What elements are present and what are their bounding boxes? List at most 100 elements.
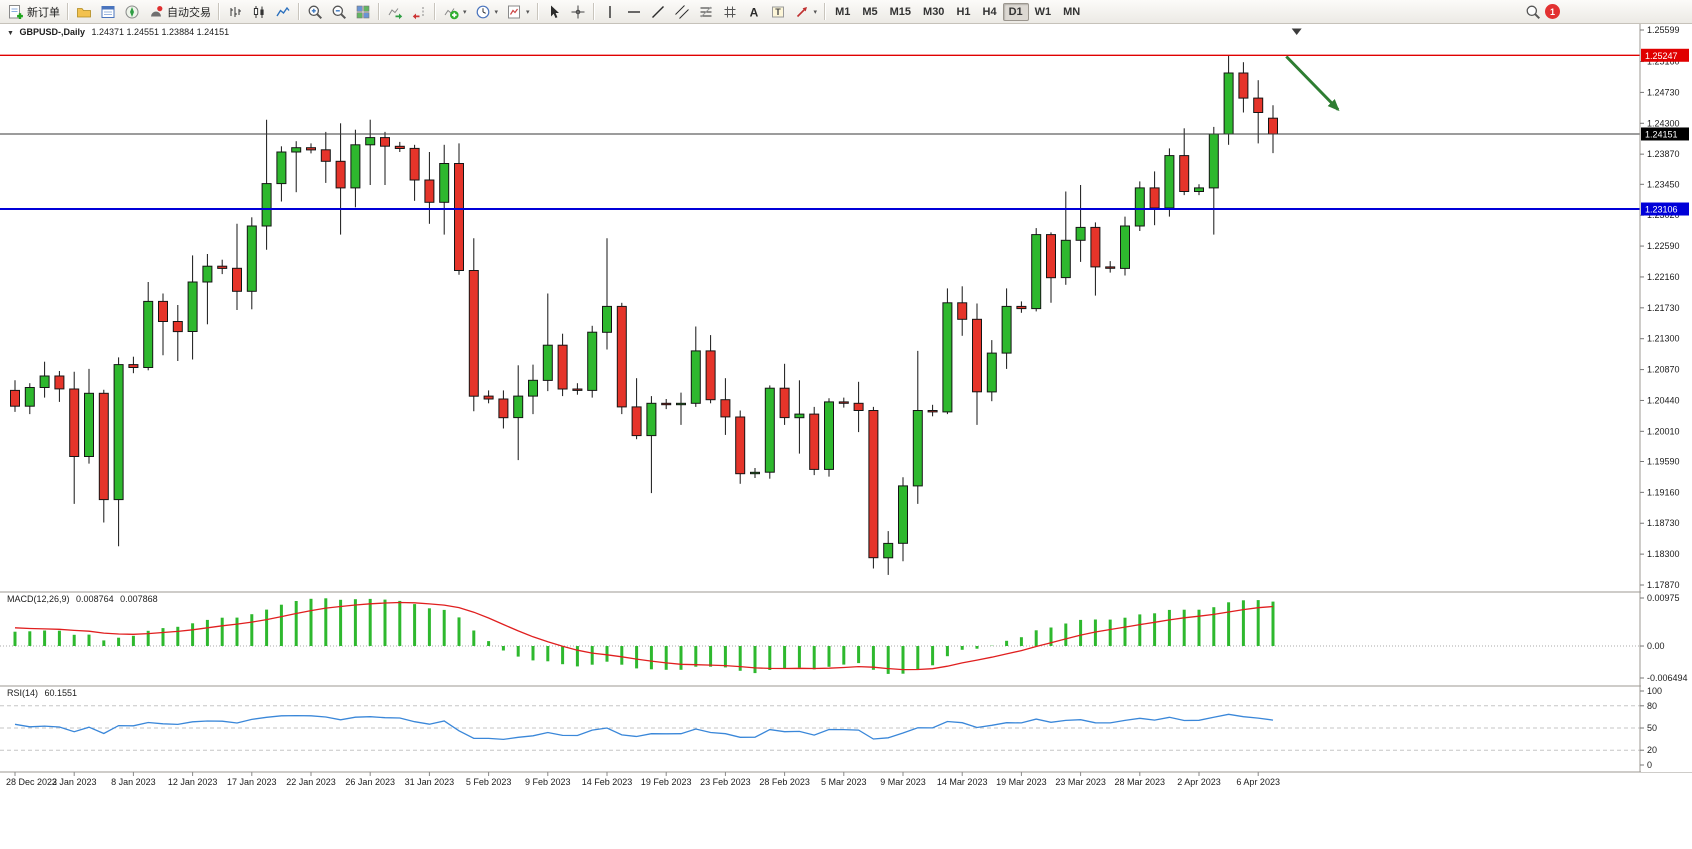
- candle: [424, 152, 435, 224]
- date-label: 28 Dec 2022: [6, 777, 57, 787]
- new-order-button[interactable]: 新订单: [4, 2, 64, 22]
- candle: [84, 368, 94, 464]
- search-button[interactable]: [1521, 2, 1545, 22]
- candle: [750, 468, 760, 478]
- macd-panel: [0, 598, 1640, 674]
- candle: [542, 293, 553, 392]
- crosshair-button[interactable]: [566, 2, 590, 22]
- candle: [498, 390, 509, 429]
- toolbar-separator: [434, 3, 436, 20]
- date-label: 28 Feb 2023: [759, 777, 810, 787]
- chart-canvas[interactable]: 1.255991.251601.247301.243001.238701.234…: [0, 24, 1692, 849]
- horizontal-line-button[interactable]: [622, 2, 646, 22]
- text-button[interactable]: A: [742, 2, 766, 22]
- candle: [409, 144, 420, 201]
- price-tick-label: 1.20440: [1647, 395, 1680, 405]
- candles-layer: [10, 55, 1278, 575]
- candle: [779, 363, 790, 425]
- toolbar-separator: [824, 3, 827, 20]
- macd-scale-label: 0.00975: [1647, 593, 1680, 603]
- candle: [39, 361, 50, 398]
- tf-h1-button[interactable]: H1: [956, 5, 971, 18]
- chart-shift-marker[interactable]: [1291, 28, 1302, 36]
- algo-trading-button[interactable]: 自动交易: [144, 2, 215, 22]
- arrows-button[interactable]: ▾: [790, 2, 822, 22]
- cursor-button[interactable]: [542, 2, 566, 22]
- text-label-button[interactable]: T: [766, 2, 790, 22]
- candle: [1149, 171, 1160, 226]
- tf-w1-button[interactable]: W1: [1034, 5, 1052, 18]
- auto-scroll-button[interactable]: [383, 2, 407, 22]
- candlestick-chart-button[interactable]: [247, 2, 271, 22]
- grid-icon: [724, 6, 736, 17]
- tf-m15-button[interactable]: M15: [889, 5, 912, 18]
- price-tick-label: 1.24300: [1647, 118, 1680, 128]
- bar-chart-button[interactable]: [223, 2, 247, 22]
- price-box-label: 1.23106: [1645, 205, 1678, 215]
- vertical-line-button[interactable]: [598, 2, 622, 22]
- candle: [794, 380, 805, 454]
- tline-icon: [651, 5, 664, 18]
- date-label: 28 Mar 2023: [1115, 777, 1166, 787]
- fibonacci-button[interactable]: [694, 2, 718, 22]
- equidistant-channel-button[interactable]: [670, 2, 694, 22]
- price-box-bid: [1641, 127, 1689, 141]
- price-tick-label: 1.19590: [1647, 456, 1680, 466]
- toolbar-separator: [67, 3, 69, 20]
- navigator-icon: [125, 5, 139, 18]
- date-label: 12 Jan 2023: [168, 777, 218, 787]
- tf-m1-button[interactable]: M1: [835, 5, 851, 18]
- price-tick-label: 1.22590: [1647, 241, 1680, 251]
- tf-d1-button[interactable]: D1: [1002, 2, 1029, 21]
- profiles-button[interactable]: [96, 2, 120, 22]
- candle: [24, 383, 35, 415]
- market-watch-button[interactable]: [72, 2, 96, 22]
- zoom-out-button[interactable]: [327, 2, 351, 22]
- zoom-in-button[interactable]: [303, 2, 327, 22]
- textA-icon: A: [749, 5, 758, 19]
- line-chart-button[interactable]: [271, 2, 295, 22]
- candle: [824, 398, 834, 477]
- indicators-button[interactable]: ▾: [439, 2, 471, 22]
- chart-shift-button[interactable]: [407, 2, 431, 22]
- candle: [646, 396, 657, 494]
- template-button[interactable]: ▾: [502, 2, 534, 22]
- price-axis[interactable]: 1.255991.251601.247301.243001.238701.234…: [1639, 24, 1692, 772]
- tf-m30-button[interactable]: M30: [923, 5, 945, 18]
- candle: [143, 282, 154, 371]
- candle: [838, 397, 849, 408]
- period-button[interactable]: ▾: [471, 2, 503, 22]
- price-tick-label: 1.20010: [1647, 426, 1680, 436]
- price-tick-label: 1.20870: [1647, 365, 1680, 375]
- date-label: 17 Jan 2023: [227, 777, 277, 787]
- candle: [1105, 261, 1116, 273]
- candle: [1223, 55, 1234, 145]
- candle: [202, 254, 213, 325]
- cursor-icon: [550, 5, 559, 18]
- price-tick-label: 1.17870: [1647, 580, 1680, 590]
- candle: [468, 238, 479, 412]
- candle: [483, 390, 494, 404]
- hline-icon: [627, 10, 640, 13]
- notifications-badge[interactable]: 1: [1545, 4, 1560, 19]
- tf-h4-button[interactable]: H4: [982, 5, 997, 18]
- candle: [528, 364, 538, 415]
- shapes-button[interactable]: [718, 2, 742, 22]
- folder-icon: [77, 7, 91, 17]
- navigator-button[interactable]: [120, 2, 144, 22]
- rsi-scale-label: 0: [1647, 760, 1652, 770]
- candle: [587, 325, 598, 398]
- collapse-icon[interactable]: ▼: [7, 30, 14, 37]
- tf-mn-button[interactable]: MN: [1063, 5, 1081, 18]
- trend-arrow[interactable]: [1285, 55, 1340, 112]
- date-label: 5 Mar 2023: [821, 777, 867, 787]
- textT-icon: T: [771, 6, 784, 17]
- candle: [853, 381, 864, 433]
- tile-windows-button[interactable]: [351, 2, 375, 22]
- candle: [616, 302, 627, 415]
- date-label: 8 Jan 2023: [111, 777, 156, 787]
- chart-window[interactable]: ▼ GBPUSD-,Daily 1.24371 1.24551 1.23884 …: [0, 24, 1692, 849]
- tf-m5-button[interactable]: M5: [862, 5, 878, 18]
- trendline-button[interactable]: [646, 2, 670, 22]
